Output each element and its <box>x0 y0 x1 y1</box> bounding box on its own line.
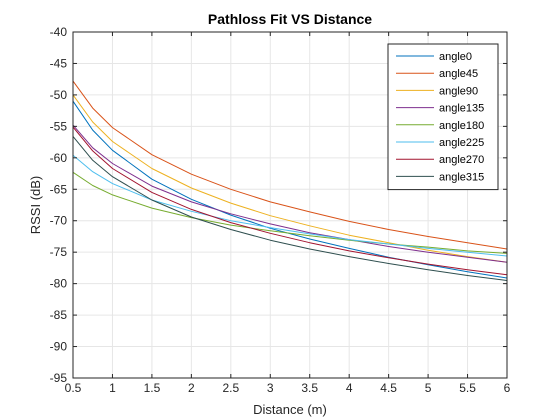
x-tick-label: 2.5 <box>222 381 239 395</box>
series-line-angle135 <box>72 124 508 263</box>
y-tick-label: -60 <box>50 151 68 165</box>
y-tick-label: -70 <box>50 214 68 228</box>
legend: angle0 angle45 angle90 angle135 angle180 angl… <box>387 43 499 191</box>
y-tick-label: -85 <box>50 308 68 322</box>
x-tick-label: 2 <box>188 381 195 395</box>
y-tick-label: -40 <box>50 25 68 39</box>
x-tick-label: 3 <box>267 381 274 395</box>
x-tick-label: 1 <box>109 381 116 395</box>
x-axis-label: Distance (m) <box>253 402 327 417</box>
plot-frame <box>72 31 508 379</box>
x-tick-label: 1.5 <box>144 381 161 395</box>
legend-label: angle180 <box>439 120 484 132</box>
series-line-angle0 <box>72 100 508 279</box>
legend-label: angle135 <box>439 103 484 115</box>
series-line-angle45 <box>72 80 508 250</box>
legend-label: angle0 <box>439 51 472 63</box>
x-tick-label: 0.5 <box>65 381 82 395</box>
series-line-angle90 <box>72 94 508 263</box>
ticks: 0.5 1 1.5 2 2.5 3 3.5 4 4.5 5 5.5 6 -95 -90 -85 -80 -75 -… <box>50 25 511 395</box>
y-axis-label: RSSI (dB) <box>28 176 43 235</box>
y-tick-label: -95 <box>50 371 68 385</box>
series-layer <box>72 80 508 281</box>
series-line-angle180 <box>72 171 508 254</box>
y-tick-label: -90 <box>50 340 68 354</box>
legend-label: angle225 <box>439 137 484 149</box>
legend-label: angle90 <box>439 85 478 97</box>
x-tick-label: 5.5 <box>459 381 476 395</box>
chart-title: Pathloss Fit VS Distance <box>208 11 372 27</box>
y-tick-label: -65 <box>50 182 68 196</box>
legend-label: angle45 <box>439 68 478 80</box>
x-tick-label: 4 <box>346 381 353 395</box>
x-tick-label: 6 <box>504 381 511 395</box>
x-tick-label: 5 <box>425 381 432 395</box>
y-tick-label: -55 <box>50 119 68 133</box>
x-tick-label: 3.5 <box>301 381 318 395</box>
y-tick-label: -45 <box>50 56 68 70</box>
y-tick-label: -50 <box>50 88 68 102</box>
legend-label: angle270 <box>439 154 484 166</box>
series-line-angle270 <box>72 126 508 276</box>
series-line-angle315 <box>72 136 508 281</box>
legend-box <box>387 43 499 191</box>
legend-label: angle315 <box>439 171 484 183</box>
x-tick-label: 4.5 <box>380 381 397 395</box>
series-line-angle225 <box>72 154 508 257</box>
y-tick-label: -75 <box>50 245 68 259</box>
y-tick-label: -80 <box>50 277 68 291</box>
